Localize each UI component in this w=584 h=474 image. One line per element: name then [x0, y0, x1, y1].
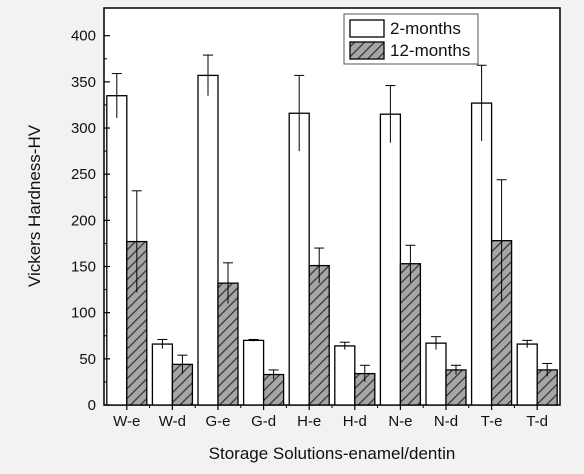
- legend-swatch-2-months: [349, 19, 385, 38]
- x-tick-label: W-d: [159, 413, 186, 430]
- y-axis-title: Vickers Hardness-HV: [25, 124, 44, 287]
- x-tick-label: T-e: [481, 413, 503, 430]
- x-tick-label: G-e: [205, 413, 230, 430]
- x-tick-label: H-e: [297, 413, 321, 430]
- y-tick-label: 100: [71, 305, 96, 322]
- x-tick-label: N-e: [388, 413, 412, 430]
- y-tick-label: 0: [88, 397, 96, 414]
- bar-2-months: [334, 345, 356, 406]
- y-tick-label: 200: [71, 212, 96, 229]
- bar-12-months: [399, 263, 422, 406]
- x-tick-label: N-d: [434, 413, 458, 430]
- x-tick-label: H-d: [343, 413, 367, 430]
- y-tick-label: 300: [71, 120, 96, 137]
- axes-layer: W-e W-d G-e G-d H-e H-d N-e N-d T-e T-d 0 50 100 150 2…: [71, 28, 548, 430]
- x-tick-label: W-e: [113, 413, 140, 430]
- y-tick-label: 400: [71, 28, 96, 45]
- bar-12-months: [445, 369, 467, 406]
- legend: 2-months 12-months: [343, 13, 479, 65]
- bar-2-months: [151, 343, 174, 406]
- x-tick-label: T-d: [526, 413, 548, 430]
- bar-12-months: [308, 264, 330, 406]
- y-tick-label: 350: [71, 74, 96, 91]
- y-tick-label: 250: [71, 166, 96, 183]
- legend-label-12-months: 12-months: [390, 41, 470, 60]
- bar-2-months: [242, 339, 265, 406]
- y-tick-label: 50: [79, 351, 96, 368]
- bars-layer: [106, 54, 558, 406]
- x-axis-title: Storage Solutions-enamel/dentin: [209, 444, 456, 463]
- bar-2-months: [516, 343, 538, 406]
- x-tick-label: G-d: [251, 413, 276, 430]
- legend-swatch-12-months: [349, 41, 385, 60]
- bar-2-months: [425, 342, 447, 406]
- bar-2-months: [470, 102, 493, 406]
- legend-label-2-months: 2-months: [390, 19, 461, 38]
- bar-2-months: [379, 113, 402, 406]
- bar-2-months: [288, 112, 310, 406]
- y-tick-label: 150: [71, 259, 96, 276]
- bar-2-months: [197, 74, 219, 406]
